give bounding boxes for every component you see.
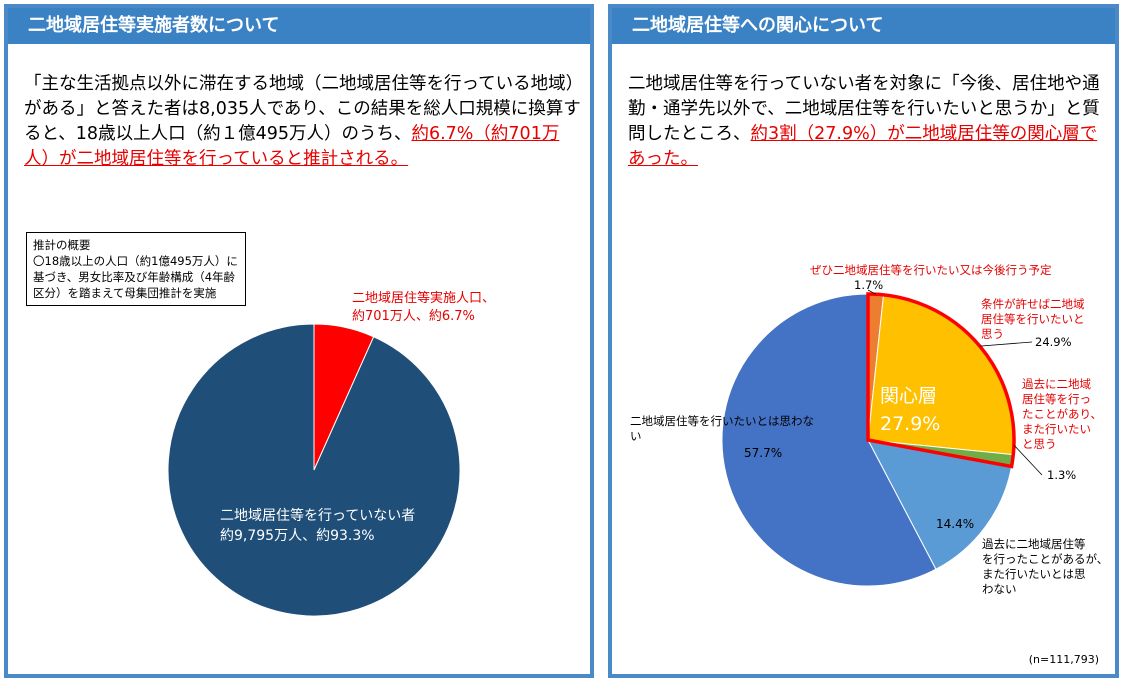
interest-group-value: 27.9% bbox=[880, 413, 940, 435]
slice-label-definitely: ぜひ二地域居住等を行いたい又は今後行う予定 bbox=[810, 263, 1052, 277]
svg-text:居住等を行いたいと: 居住等を行いたいと bbox=[981, 312, 1085, 326]
interest-pie-chart: 関心層 27.9% ぜひ二地域居住等を行いたい又は今後行う予定 1.7% 条件が… bbox=[612, 44, 1115, 674]
svg-text:を行ったことがあるが、: を行ったことがあるが、 bbox=[982, 552, 1108, 566]
slice-value-past-not-again: 14.4% bbox=[936, 517, 974, 531]
svg-text:また行いたい: また行いたい bbox=[1022, 422, 1091, 436]
slice-label-implementers-line1: 二地域居住等実施人口、 bbox=[352, 290, 495, 306]
leader-line-conditional bbox=[980, 342, 1032, 346]
svg-text:条件が許せば二地域: 条件が許せば二地域 bbox=[981, 297, 1085, 311]
svg-text:と思う: と思う bbox=[1022, 437, 1057, 451]
svg-text:たことがあり、: たことがあり、 bbox=[1022, 407, 1102, 421]
slice-value-no-interest: 57.7% bbox=[744, 446, 782, 460]
pie-slice-non-implementers bbox=[168, 324, 460, 616]
slice-label-implementers-line2: 約701万人、約6.7% bbox=[352, 309, 475, 324]
slice-value-past-again: 1.3% bbox=[1047, 468, 1076, 482]
slice-label-past-not-again: 過去に二地域居住等 を行ったことがあるが、 また行いたいとは思 わない bbox=[982, 537, 1108, 596]
slice-label-non-implementers-line1: 二地域居住等を行っていない者 bbox=[220, 507, 415, 524]
slice-value-conditional: 24.9% bbox=[1035, 335, 1072, 349]
interest-panel: 二地域居住等への関心について 二地域居住等を行っていない者を対象に「今後、居住地… bbox=[608, 4, 1119, 678]
svg-text:二地域居住等を行いたいとは思わな: 二地域居住等を行いたいとは思わな bbox=[630, 414, 814, 428]
svg-text:過去に二地域居住等: 過去に二地域居住等 bbox=[982, 537, 1086, 551]
svg-text:思う: 思う bbox=[981, 327, 1004, 341]
interest-group-label: 関心層 bbox=[880, 385, 937, 407]
slice-value-definitely: 1.7% bbox=[854, 278, 883, 292]
interest-title: 二地域居住等への関心について bbox=[612, 8, 1115, 44]
svg-text:過去に二地域: 過去に二地域 bbox=[1022, 377, 1091, 391]
implementers-title: 二地域居住等実施者数について bbox=[8, 8, 590, 44]
svg-text:居住等を行っ: 居住等を行っ bbox=[1022, 392, 1091, 406]
slice-label-past-again: 過去に二地域 居住等を行っ たことがあり、 また行いたい と思う bbox=[1022, 377, 1102, 451]
svg-text:わない: わない bbox=[982, 582, 1017, 596]
implementers-panel: 二地域居住等実施者数について 「主な生活拠点以外に滞在する地域（二地域居住等を行… bbox=[4, 4, 594, 678]
slice-label-non-implementers-line2: 約9,795万人、約93.3% bbox=[220, 528, 375, 544]
svg-text:また行いたいとは思: また行いたいとは思 bbox=[982, 567, 1086, 581]
svg-text:い: い bbox=[630, 429, 642, 443]
implementers-pie-chart: 二地域居住等実施人口、 約701万人、約6.7% 二地域居住等を行っていない者 … bbox=[8, 44, 590, 674]
sample-size: (n=111,793) bbox=[1029, 653, 1099, 666]
